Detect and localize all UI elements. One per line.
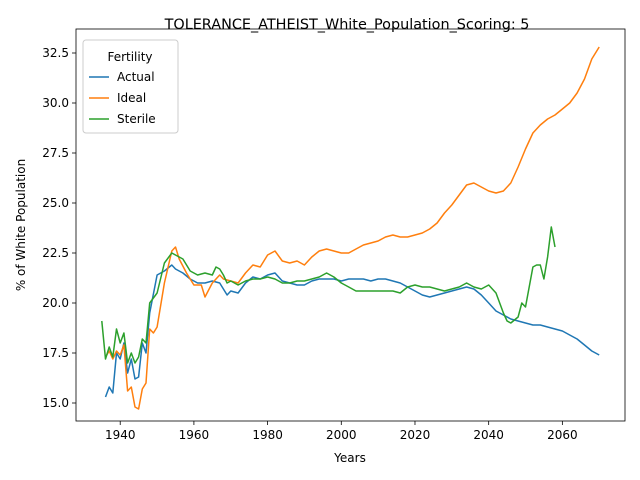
x-tick-label: 1960 <box>179 428 210 442</box>
y-tick-label: 25.0 <box>42 196 69 210</box>
legend-frame <box>82 39 179 134</box>
legend-label-sterile: Sterile <box>117 112 156 126</box>
x-tick-label: 1940 <box>105 428 136 442</box>
legend: Fertility Actual Ideal Sterile <box>82 39 179 134</box>
y-tick-label: 20.0 <box>42 296 69 310</box>
y-tick-label: 32.5 <box>42 46 69 60</box>
y-tick-label: 22.5 <box>42 246 69 260</box>
legend-label-actual: Actual <box>117 70 155 84</box>
x-tick-label: 1980 <box>252 428 283 442</box>
y-tick-label: 27.5 <box>42 146 69 160</box>
y-axis-label: % of White Population <box>14 159 28 291</box>
plot-area-frame <box>75 28 626 422</box>
x-tick-label: 2040 <box>473 428 504 442</box>
series-line-ideal <box>104 46 600 410</box>
legend-label-ideal: Ideal <box>117 91 146 105</box>
x-tick-label: 2020 <box>400 428 431 442</box>
legend-items: Actual Ideal Sterile <box>89 70 156 126</box>
y-tick-label: 15.0 <box>42 396 69 410</box>
x-tick-label: 2060 <box>547 428 578 442</box>
x-axis-label: Years <box>333 451 366 465</box>
y-tick-label: 30.0 <box>42 96 69 110</box>
x-tick-label: 2000 <box>326 428 357 442</box>
y-axis-ticks: 15.0 17.5 20.0 22.5 25.0 27.5 30.0 32.5 <box>42 46 76 410</box>
series-line-sterile <box>101 226 556 364</box>
y-tick-label: 17.5 <box>42 346 69 360</box>
series-layer <box>101 46 600 410</box>
x-axis-ticks: 1940 1960 1980 2000 2020 2040 2060 <box>105 421 578 442</box>
legend-title: Fertility <box>107 50 152 64</box>
chart-title: TOLERANCE_ATHEIST_White_Population_Scori… <box>164 17 530 33</box>
